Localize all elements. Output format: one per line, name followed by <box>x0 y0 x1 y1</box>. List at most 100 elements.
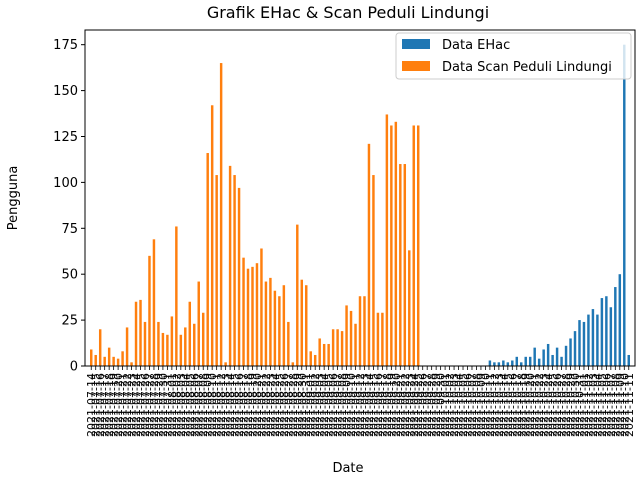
bar-peduli-lindungi <box>157 321 160 366</box>
x-tick-label: 2021-10-12 <box>488 373 501 437</box>
x-tick-label: 2021-10-09 <box>475 373 488 437</box>
bar-ehac <box>582 321 586 366</box>
bar-peduli-lindungi <box>354 323 357 366</box>
bar-ehac <box>533 347 536 366</box>
bar-peduli-lindungi <box>228 165 232 366</box>
legend-swatch-ehac <box>402 39 430 49</box>
bar-peduli-lindungi <box>94 354 97 366</box>
x-tick-label: 2021-10-31 <box>573 373 586 437</box>
x-tick-label: 2021-09-26 <box>417 373 430 437</box>
x-tick-label: 2021-09-03 <box>314 373 327 437</box>
x-tick-label: 2021-08-01 <box>166 373 179 437</box>
legend: Data EHac Data Scan Peduli Lindungi <box>395 32 632 80</box>
bar-peduli-lindungi <box>166 334 169 366</box>
bar-ehac <box>564 345 568 366</box>
x-tick-label: 2021-07-25 <box>135 373 148 437</box>
x-tick-label: 2021-11-10 <box>618 373 631 437</box>
x-tick-label: 2021-09-11 <box>350 373 363 437</box>
bar-peduli-lindungi <box>287 321 290 366</box>
x-tick-label: 2021-08-30 <box>296 373 309 437</box>
x-tick-label: 2021-08-07 <box>193 373 206 437</box>
x-tick-label: 2021-08-16 <box>233 373 246 437</box>
x-tick-label: 2021-07-19 <box>108 373 121 437</box>
bar-ehac <box>623 44 626 366</box>
x-tick-label: 2021-09-24 <box>408 373 421 437</box>
bar-peduli-lindungi <box>318 338 321 366</box>
bar-peduli-lindungi <box>291 362 295 366</box>
bar-ehac <box>587 314 590 366</box>
y-axis: 0 25 50 75 100 125 150 175 <box>53 38 85 375</box>
bar-peduli-lindungi <box>188 301 192 366</box>
x-tick-label: 2021-10-11 <box>484 373 497 437</box>
x-tick-label: 2021-09-05 <box>323 373 336 437</box>
bar-peduli-lindungi <box>264 281 268 366</box>
bar-peduli-lindungi <box>197 281 200 366</box>
x-tick-label: 2021-08-03 <box>175 373 188 437</box>
bar-peduli-lindungi <box>125 327 129 366</box>
bar-ehac <box>497 362 501 366</box>
bar-peduli-lindungi <box>134 301 138 366</box>
x-tick-label: 2021-10-30 <box>569 373 582 437</box>
bar-peduli-lindungi <box>282 285 286 366</box>
x-axis-label: Date <box>332 461 363 476</box>
bar-peduli-lindungi <box>90 349 93 366</box>
x-tick-label: 2021-09-25 <box>412 373 425 437</box>
x-tick-label: 2021-09-27 <box>421 373 434 437</box>
bar-peduli-lindungi <box>219 63 223 367</box>
bar-peduli-lindungi <box>376 312 380 366</box>
x-tick-label: 2021-10-05 <box>457 373 470 437</box>
bar-peduli-lindungi <box>210 105 214 366</box>
bar-ehac <box>524 356 527 366</box>
x-tick-label: 2021-09-17 <box>376 373 389 437</box>
x-tick-label: 2021-11-07 <box>605 373 618 437</box>
bar-peduli-lindungi <box>300 279 303 366</box>
x-tick-label: 2021-10-24 <box>542 373 555 437</box>
x-tick-label: 2021-07-24 <box>130 373 143 437</box>
bar-ehac <box>542 349 545 366</box>
x-tick-label: 2021-08-08 <box>197 373 210 437</box>
x-tick-label: 2021-11-05 <box>596 373 609 437</box>
bar-ehac <box>502 360 505 366</box>
bar-peduli-lindungi <box>152 239 156 366</box>
x-tick-label: 2021-09-19 <box>385 373 398 437</box>
bar-peduli-lindungi <box>179 334 183 366</box>
x-tick-label: 2021-11-08 <box>609 373 622 437</box>
y-tick-label: 25 <box>61 314 78 329</box>
x-tick-label: 2021-08-12 <box>215 373 228 437</box>
x-tick-label: 2021-09-13 <box>358 373 371 437</box>
bar-peduli-lindungi <box>255 263 259 366</box>
bar-peduli-lindungi <box>363 296 366 366</box>
bar-peduli-lindungi <box>233 175 236 366</box>
bar-ehac <box>609 307 613 366</box>
x-tick-label: 2021-10-17 <box>511 373 524 437</box>
bar-peduli-lindungi <box>170 316 174 366</box>
bar-peduli-lindungi <box>367 143 371 366</box>
bar-peduli-lindungi <box>305 285 308 366</box>
bar-ehac <box>555 347 559 366</box>
x-tick-label: 2021-10-02 <box>444 373 457 437</box>
x-tick-label: 2021-10-14 <box>497 373 510 437</box>
x-tick-label: 2021-08-23 <box>264 373 277 437</box>
x-tick-label: 2021-07-15 <box>90 373 103 437</box>
bar-peduli-lindungi <box>116 358 120 366</box>
x-tick-label: 2021-08-26 <box>278 373 291 437</box>
x-tick-label: 2021-09-15 <box>367 373 380 437</box>
bar-peduli-lindungi <box>112 356 115 366</box>
x-tick-label: 2021-10-20 <box>524 373 537 437</box>
bar-peduli-lindungi <box>408 250 411 366</box>
x-tick-label: 2021-11-04 <box>591 373 604 437</box>
x-tick-label: 2021-07-18 <box>103 373 116 437</box>
x-tick-label: 2021-08-24 <box>269 373 282 437</box>
x-tick-label: 2021-10-25 <box>547 373 560 437</box>
x-tick-label: 2021-10-07 <box>466 373 479 437</box>
bar-peduli-lindungi <box>237 187 241 366</box>
bar-ehac <box>520 362 523 366</box>
bar-peduli-lindungi <box>358 296 362 366</box>
x-tick-label: 2021-10-15 <box>502 373 515 437</box>
x-tick-label: 2021-09-16 <box>372 373 385 437</box>
x-tick-label: 2021-08-09 <box>202 373 215 437</box>
x-tick-label: 2021-10-13 <box>493 373 506 437</box>
x-tick-label: 2021-07-30 <box>157 373 170 437</box>
x-tick-label: 2021-09-08 <box>336 373 349 437</box>
